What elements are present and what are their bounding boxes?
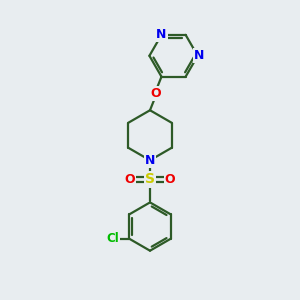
Text: O: O [165, 173, 175, 186]
Text: N: N [156, 28, 167, 41]
Text: O: O [150, 87, 161, 100]
Text: N: N [194, 49, 204, 62]
Text: N: N [145, 154, 155, 167]
Text: O: O [125, 173, 135, 186]
Text: Cl: Cl [106, 232, 119, 245]
Text: S: S [145, 172, 155, 186]
